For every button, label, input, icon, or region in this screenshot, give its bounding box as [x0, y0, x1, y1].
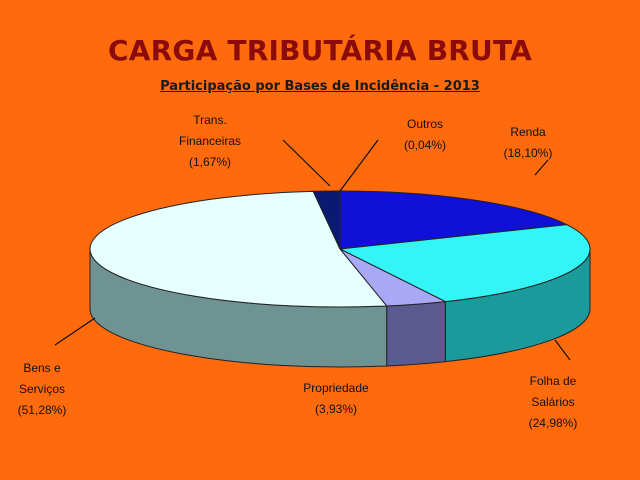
slice-label-2: Propriedade (3,93%): [303, 381, 369, 416]
slice-name-label: Outros: [407, 117, 443, 131]
leader-line-4: [282, 139, 331, 187]
pie-slice-5: [338, 190, 341, 250]
leader-line-3: [54, 317, 96, 346]
slice-value-label: (18,10%): [504, 146, 553, 160]
chart-subtitle: Participação por Bases de Incidência - 2…: [160, 79, 480, 94]
pie-slice-0: [339, 190, 569, 250]
leader-line-0: [534, 159, 549, 176]
slice-value-label: (1,67%): [189, 155, 231, 169]
leader-line-1: [554, 339, 571, 361]
pie-slice-3: [89, 190, 388, 308]
slice-name-label: Serviços: [19, 382, 65, 396]
pie-slice-1: [338, 224, 591, 303]
slice-value-label: (3,93%): [315, 402, 357, 416]
slice-name-label: Propriedade: [303, 381, 369, 395]
slice-value-label: (51,28%): [18, 403, 67, 417]
slice-name-label: Salários: [531, 395, 574, 409]
slice-name-label: Financeiras: [179, 134, 241, 148]
slice-label-5: Outros (0,04%): [404, 117, 446, 152]
slice-value-label: (24,98%): [529, 416, 578, 430]
slice-label-3: Bens e Serviços (51,28%): [18, 361, 67, 417]
leader-line-5: [339, 139, 379, 192]
slice-name-label: Trans.: [193, 113, 227, 127]
chart-title: CARGA TRIBUTÁRIA BRUTA: [108, 34, 532, 67]
slice-label-0: Renda (18,10%): [504, 125, 553, 160]
slice-name-label: Renda: [510, 125, 546, 139]
slice-name-label: Bens e: [23, 361, 61, 375]
pie-side-2: [386, 301, 446, 367]
slice-label-4: Trans. Financeiras (1,67%): [179, 113, 241, 169]
slice-value-label: (0,04%): [404, 138, 446, 152]
slice-label-1: Folha de Salários (24,98%): [529, 374, 578, 430]
slice-name-label: Folha de: [530, 374, 577, 388]
